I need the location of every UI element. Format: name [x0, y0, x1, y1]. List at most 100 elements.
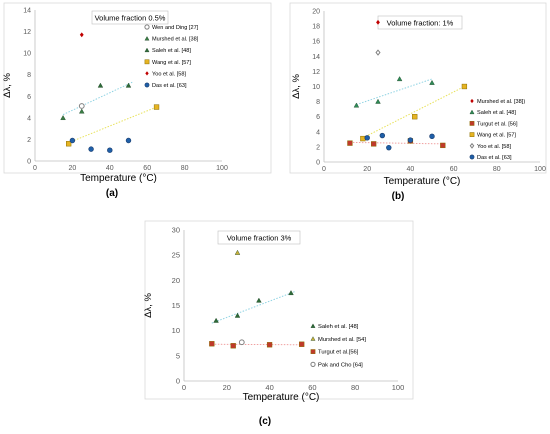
data-point — [429, 133, 435, 140]
x-tick-label: 60 — [308, 383, 316, 392]
chart-annotation: Volume fraction: 1% — [387, 19, 454, 28]
legend: Murshed et al. [38]) Saleh et al. [48] Tur… — [469, 98, 525, 161]
legend-label: Murshed et al. [38] — [152, 37, 199, 43]
legend-marker — [310, 323, 316, 328]
data-point — [461, 83, 468, 90]
legend-marker — [469, 109, 475, 115]
data-point — [364, 135, 370, 141]
data-point — [360, 135, 366, 142]
legend-label: Das et al. [63] — [477, 155, 512, 161]
y-tick-label: 2 — [27, 137, 31, 144]
data-point — [353, 102, 360, 108]
x-tick-label: 100 — [216, 165, 228, 172]
data-point — [79, 108, 85, 114]
chart-frame — [289, 2, 547, 174]
data-point — [66, 141, 72, 147]
legend-label: Das et al. [63] — [152, 83, 187, 89]
legend-label: Saleh et al. [48] — [318, 324, 359, 330]
y-tick-label: 16 — [312, 39, 320, 46]
y-tick-label: 20 — [312, 9, 320, 16]
data-point — [412, 114, 418, 120]
data-point — [125, 82, 132, 88]
panel-label: (c) — [259, 416, 271, 427]
legend-marker — [469, 121, 475, 126]
legend-marker — [144, 82, 150, 88]
x-axis-label: Temperature (°C) — [384, 176, 461, 187]
panel-label: (a) — [106, 188, 118, 199]
y-tick-label: 6 — [316, 114, 320, 121]
y-tick-label: 10 — [172, 326, 180, 335]
x-tick-label: 100 — [392, 383, 405, 392]
data-point — [440, 142, 446, 149]
y-tick-label: 10 — [312, 84, 320, 91]
y-axis-label: Δλ, % — [143, 293, 154, 318]
legend-label: Pak and Cho [64] — [318, 362, 363, 368]
x-tick-label: 20 — [363, 166, 371, 173]
legend-marker — [310, 336, 316, 341]
x-tick-label: 40 — [407, 166, 415, 173]
legend-label: Wang et al. [57] — [477, 133, 516, 139]
data-point — [238, 339, 245, 346]
x-tick-label: 60 — [450, 166, 458, 173]
legend-marker — [310, 361, 316, 367]
y-tick-label: 18 — [312, 24, 320, 31]
data-point — [69, 137, 76, 144]
panel-label: (b) — [392, 191, 405, 202]
data-point — [230, 343, 236, 349]
data-point — [125, 137, 132, 144]
y-tick-label: 2 — [316, 144, 320, 151]
y-tick-label: 4 — [316, 129, 320, 136]
y-tick-label: 12 — [312, 69, 320, 76]
chart-panel: 0 20 40 60 80 100 0 2 4 6 8 10 12 14 16 18 20 Temperature… — [289, 2, 547, 202]
x-tick-label: 20 — [223, 383, 231, 392]
y-tick-label: 20 — [172, 276, 180, 285]
chart-frame — [144, 220, 414, 400]
data-point — [234, 249, 241, 255]
data-point — [371, 141, 377, 147]
chart-annotation: Volume fraction 3% — [227, 234, 292, 243]
annotation-box — [91, 10, 169, 25]
legend-label: Wen and Ding [27] — [152, 25, 199, 31]
legend: Saleh et al. [48] Murshed et al. [54] Turg… — [310, 323, 366, 368]
data-point — [375, 98, 381, 104]
legend-label: Turgut et al. [56] — [477, 121, 518, 127]
y-tick-label: 0 — [176, 377, 180, 386]
chart-panel: 0 20 40 60 80 100 0 5 10 15 20 25 30 Temperature (°C)… — [143, 220, 414, 427]
data-point — [153, 104, 160, 110]
y-tick-label: 12 — [23, 29, 31, 36]
chart-panel: 0 20 40 60 80 100 0 2 4 6 8 10 12 14 Temperature (°C) Δ… — [2, 2, 272, 199]
data-point — [429, 79, 435, 85]
legend-marker — [310, 349, 316, 354]
x-tick-label: 40 — [106, 165, 114, 172]
legend-marker — [469, 132, 475, 137]
y-tick-label: 14 — [23, 8, 31, 15]
legend-label: Murshed et al. [38]) — [477, 99, 525, 105]
legend-marker — [144, 36, 150, 41]
y-tick-label: 10 — [23, 51, 31, 58]
data-point — [78, 103, 85, 109]
x-tick-label: 0 — [182, 383, 186, 392]
data-point — [375, 49, 381, 56]
y-axis-label: Δλ, % — [291, 74, 302, 99]
x-tick-label: 60 — [143, 165, 151, 172]
y-axis-label: Δλ, % — [2, 73, 13, 98]
trendline — [362, 86, 465, 139]
legend-label: Yoo et al. [58] — [152, 71, 186, 77]
annotation-box — [217, 230, 301, 245]
x-tick-label: 100 — [534, 166, 546, 173]
y-tick-label: 0 — [27, 159, 31, 166]
trendline — [62, 81, 133, 116]
y-tick-label: 14 — [312, 54, 320, 61]
data-point — [256, 297, 262, 303]
data-point — [88, 146, 94, 152]
legend-marker — [144, 59, 150, 65]
data-point — [288, 290, 294, 296]
legend: Wen and Ding [27] Murshed et al. [38] Sale… — [144, 24, 199, 89]
trendline — [349, 141, 443, 145]
x-axis-label: Temperature (°C) — [243, 392, 320, 403]
legend-marker — [145, 71, 149, 76]
y-tick-label: 0 — [316, 160, 320, 167]
x-axis-label: Temperature (°C) — [80, 173, 157, 184]
data-point — [347, 140, 353, 146]
